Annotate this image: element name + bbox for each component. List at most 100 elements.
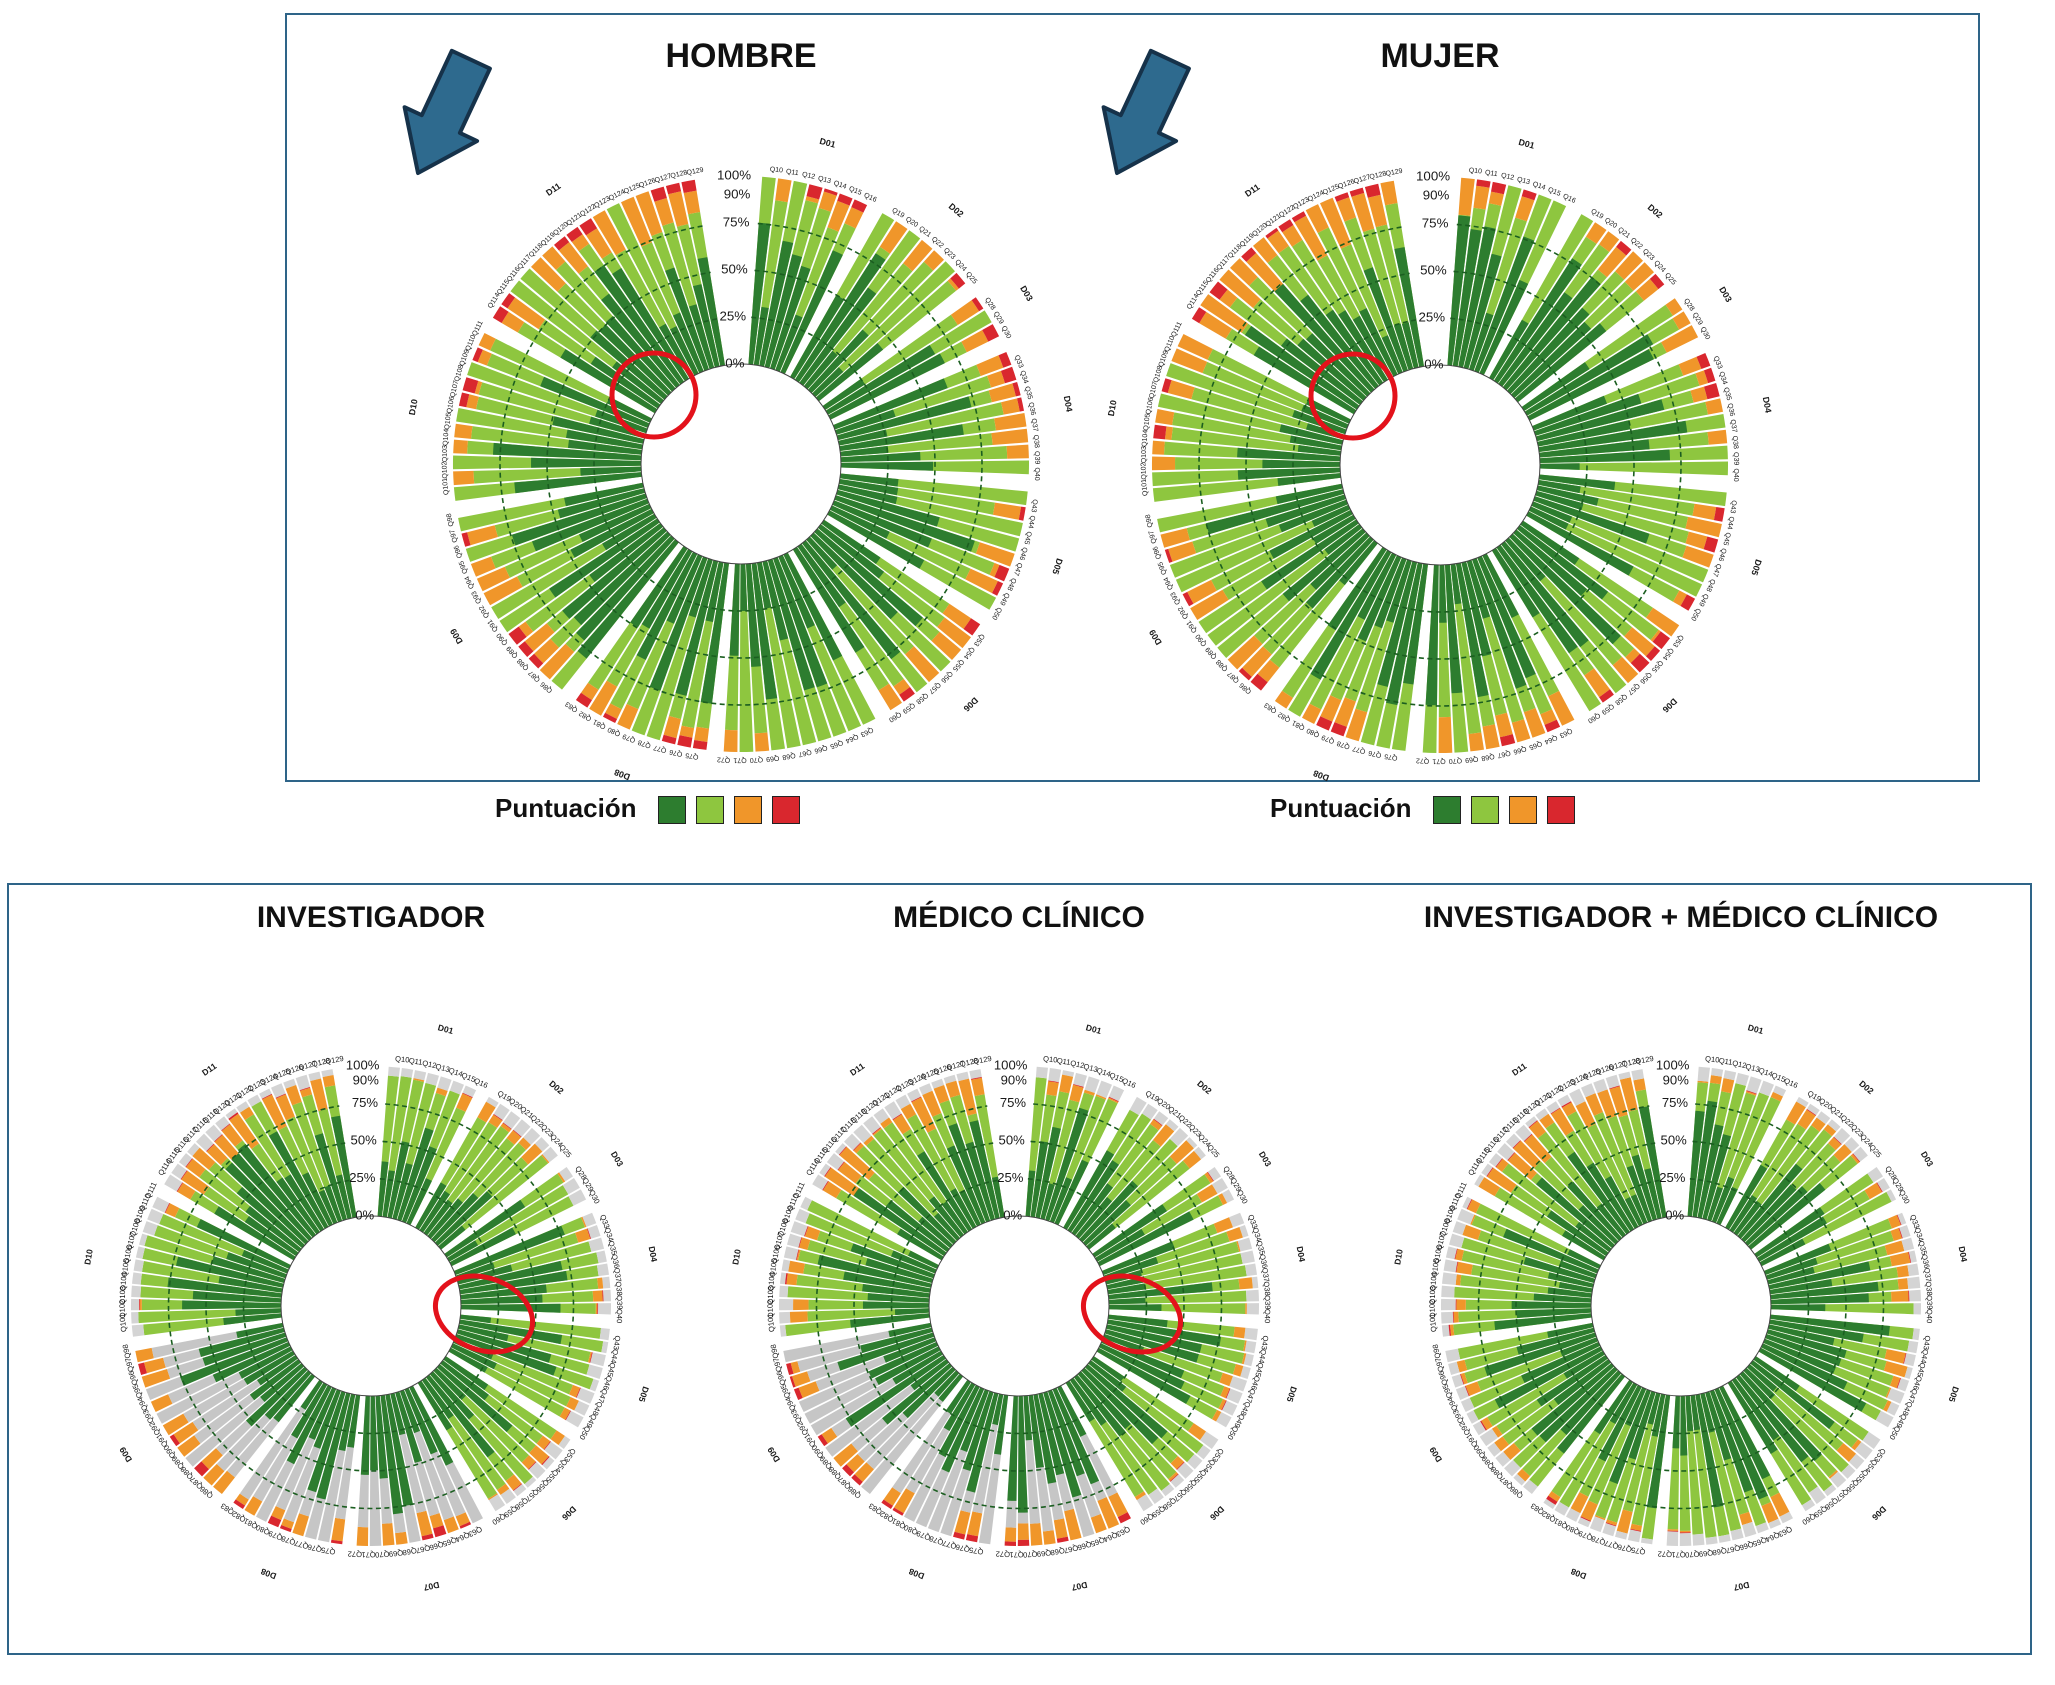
svg-text:Q11: Q11 <box>1484 169 1498 178</box>
svg-text:Q47: Q47 <box>1711 563 1722 578</box>
svg-text:Q56: Q56 <box>939 670 953 684</box>
svg-text:Q98: Q98 <box>121 1343 133 1359</box>
svg-text:Q78: Q78 <box>1336 739 1351 750</box>
svg-text:Q111: Q111 <box>143 1181 159 1201</box>
svg-text:D06: D06 <box>1870 1504 1888 1522</box>
svg-text:100%: 100% <box>717 168 751 183</box>
svg-text:Q10: Q10 <box>1468 167 1482 175</box>
svg-text:D07: D07 <box>423 1580 441 1593</box>
svg-text:Q63: Q63 <box>859 726 874 738</box>
svg-text:Q93: Q93 <box>1170 591 1182 606</box>
svg-text:Q53: Q53 <box>972 632 985 647</box>
svg-text:D05: D05 <box>1285 1385 1299 1403</box>
svg-text:Q70: Q70 <box>1685 1549 1700 1559</box>
svg-text:D06: D06 <box>1208 1504 1226 1522</box>
svg-text:D02: D02 <box>547 1078 566 1096</box>
svg-text:Q98: Q98 <box>1431 1343 1443 1359</box>
svg-text:Q48: Q48 <box>1005 577 1017 592</box>
svg-text:Q71: Q71 <box>1009 1550 1024 1559</box>
svg-text:Q35: Q35 <box>1023 386 1033 401</box>
svg-text:Q58: Q58 <box>1613 692 1628 706</box>
svg-text:Q30: Q30 <box>1235 1188 1250 1205</box>
svg-text:Q16: Q16 <box>1783 1076 1800 1090</box>
svg-text:Q76: Q76 <box>1368 749 1382 759</box>
svg-text:75%: 75% <box>723 215 750 230</box>
svg-text:Q97: Q97 <box>1148 529 1158 544</box>
svg-text:Q36: Q36 <box>1027 402 1037 417</box>
svg-text:Q90: Q90 <box>496 631 510 646</box>
svg-text:Q21: Q21 <box>1616 226 1631 240</box>
svg-text:D04: D04 <box>1062 395 1075 413</box>
svg-text:D09: D09 <box>117 1445 134 1464</box>
svg-text:D10: D10 <box>1392 1248 1405 1265</box>
svg-text:D04: D04 <box>1295 1245 1308 1263</box>
svg-text:Q75: Q75 <box>685 751 699 760</box>
svg-text:Q89: Q89 <box>1205 645 1219 660</box>
svg-text:Q83: Q83 <box>1263 701 1278 714</box>
svg-text:Q50: Q50 <box>990 606 1003 621</box>
svg-text:Q37: Q37 <box>1729 419 1738 433</box>
svg-text:Q20: Q20 <box>1603 217 1618 230</box>
svg-text:Q19: Q19 <box>890 207 905 220</box>
svg-text:Q34: Q34 <box>1717 371 1728 386</box>
svg-text:Q43: Q43 <box>1728 500 1737 514</box>
svg-text:D04: D04 <box>647 1245 660 1263</box>
svg-text:Q50: Q50 <box>577 1424 592 1441</box>
svg-text:Q96: Q96 <box>453 544 464 559</box>
svg-text:Q105: Q105 <box>1143 413 1152 431</box>
svg-text:Q59: Q59 <box>901 701 916 714</box>
svg-text:Q21: Q21 <box>917 225 932 239</box>
svg-text:Q59: Q59 <box>1600 702 1615 715</box>
svg-text:Q63: Q63 <box>1558 727 1573 739</box>
svg-text:Q82: Q82 <box>578 709 593 722</box>
svg-text:Q88: Q88 <box>516 657 530 671</box>
svg-text:Q91: Q91 <box>487 618 500 633</box>
svg-text:Q66: Q66 <box>813 743 828 754</box>
svg-text:Q43: Q43 <box>1029 499 1038 513</box>
svg-text:D11: D11 <box>200 1061 218 1078</box>
svg-text:Q79: Q79 <box>1321 733 1336 744</box>
svg-text:D04: D04 <box>1957 1245 1970 1263</box>
svg-text:Q15: Q15 <box>848 186 863 197</box>
svg-text:50%: 50% <box>721 262 748 277</box>
svg-text:D02: D02 <box>1195 1078 1214 1096</box>
svg-text:90%: 90% <box>1001 1073 1028 1088</box>
svg-text:Q68: Q68 <box>782 751 796 760</box>
svg-text:0%: 0% <box>725 356 744 371</box>
svg-text:100%: 100% <box>1416 169 1450 184</box>
svg-text:Q50: Q50 <box>1689 607 1702 622</box>
svg-text:Q11: Q11 <box>785 168 799 177</box>
svg-text:Q101: Q101 <box>1141 478 1150 496</box>
svg-text:D05: D05 <box>1947 1385 1961 1403</box>
svg-text:Q33: Q33 <box>1013 354 1024 369</box>
svg-text:Q111: Q111 <box>1170 321 1183 339</box>
svg-text:Q60: Q60 <box>887 710 902 723</box>
svg-text:50%: 50% <box>1420 263 1447 278</box>
svg-text:Q57: Q57 <box>1626 682 1641 696</box>
svg-text:D05: D05 <box>637 1385 651 1403</box>
svg-text:D09: D09 <box>448 627 465 646</box>
svg-text:Q83: Q83 <box>564 700 579 713</box>
svg-text:Q46: Q46 <box>1717 547 1727 562</box>
svg-text:Q40: Q40 <box>1925 1309 1934 1323</box>
svg-text:Q22: Q22 <box>930 236 945 250</box>
svg-text:Q36: Q36 <box>1726 403 1736 418</box>
svg-text:Q14: Q14 <box>833 180 848 191</box>
svg-text:Q78: Q78 <box>637 738 652 749</box>
svg-text:Q29: Q29 <box>1691 312 1704 327</box>
svg-text:Q38: Q38 <box>1731 435 1739 449</box>
svg-text:D08: D08 <box>1569 1566 1588 1581</box>
svg-text:Q35: Q35 <box>1722 387 1732 402</box>
svg-text:Q40: Q40 <box>1263 1309 1272 1323</box>
svg-text:Q16: Q16 <box>473 1076 490 1090</box>
svg-text:Q29: Q29 <box>992 311 1005 326</box>
svg-text:Q54: Q54 <box>1661 646 1675 661</box>
svg-text:Q71: Q71 <box>1671 1550 1686 1559</box>
svg-text:D06: D06 <box>560 1504 578 1522</box>
svg-text:D09: D09 <box>765 1445 782 1464</box>
svg-text:Q25: Q25 <box>1867 1143 1883 1160</box>
svg-text:90%: 90% <box>724 186 751 201</box>
svg-text:Q92: Q92 <box>1177 605 1190 620</box>
svg-text:Q103: Q103 <box>442 445 449 462</box>
svg-text:0%: 0% <box>1003 1208 1022 1223</box>
